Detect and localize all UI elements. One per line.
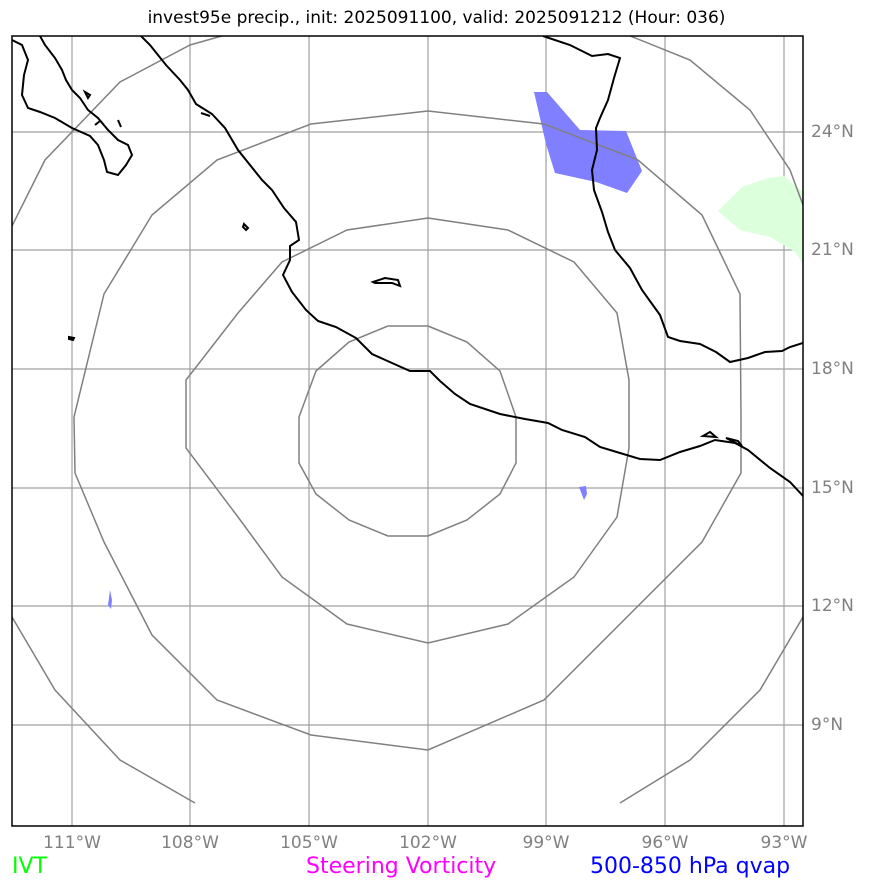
- graticule: [12, 36, 803, 826]
- coastline-gulf: [542, 36, 803, 364]
- legend-ivt: IVT: [12, 854, 47, 879]
- range-ring-6deg: [185, 217, 630, 644]
- qvap-shading-west: [108, 590, 112, 609]
- coastline-mainland-pacific: [140, 36, 803, 497]
- island-small-a: [241, 222, 250, 232]
- map-frame: [11, 35, 804, 827]
- qvap-shading-coast: [579, 486, 587, 500]
- map-title: invest95e precip., init: 2025091100, val…: [147, 8, 726, 28]
- lat-label-12n: 12°N: [811, 596, 854, 616]
- lon-label-96w: 96°W: [641, 833, 689, 853]
- lon-label-93w: 93°W: [760, 833, 808, 853]
- coastline-baja: [12, 36, 134, 177]
- lat-label-9n: 9°N: [811, 715, 844, 735]
- lat-label-15n: 15°N: [811, 478, 854, 498]
- legend-steering-vorticity: Steering Vorticity: [306, 854, 497, 879]
- lat-label-18n: 18°N: [811, 359, 854, 379]
- coastline-baja-islands: [82, 89, 211, 128]
- legend-qvap: 500-850 hPa qvap: [590, 854, 791, 879]
- island-small-b: [68, 335, 76, 342]
- range-ring-12deg: [12, 36, 803, 227]
- range-ring-12deg-lower: [12, 616, 196, 804]
- lon-label-99w: 99°W: [522, 833, 570, 853]
- qvap-shading-gulf: [534, 92, 642, 193]
- lon-label-108w: 108°W: [161, 833, 219, 853]
- range-rings: [12, 36, 803, 804]
- lat-label-24n: 24°N: [811, 122, 854, 142]
- coastlines: [12, 36, 803, 497]
- range-ring-9deg: [73, 110, 742, 751]
- ivt-shading: [718, 176, 803, 264]
- lon-label-111w: 111°W: [43, 833, 101, 853]
- lon-label-105w: 105°W: [280, 833, 338, 853]
- island-marias: [370, 276, 402, 288]
- lat-label-21n: 21°N: [811, 240, 854, 260]
- lon-label-102w: 102°W: [399, 833, 457, 853]
- range-ring-3deg: [298, 325, 517, 537]
- gulf-islands: [699, 430, 743, 447]
- range-ring-12deg-lower-east: [619, 616, 803, 804]
